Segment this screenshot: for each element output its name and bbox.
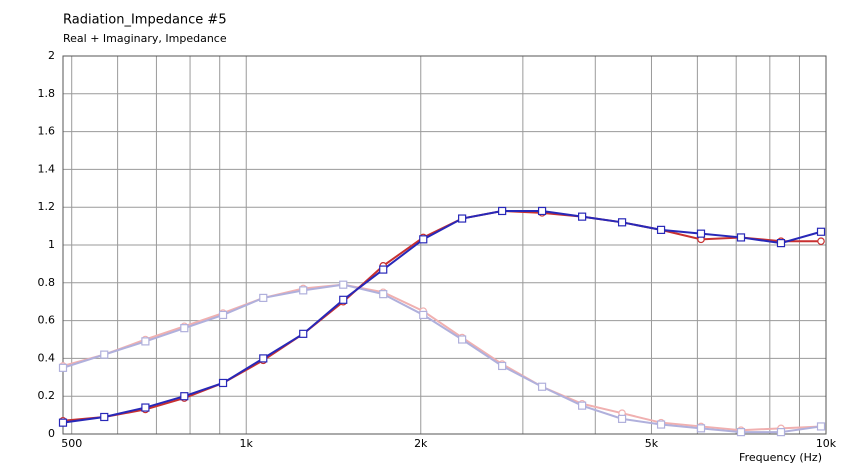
marker [696,229,706,238]
marker [696,424,706,433]
y-tick-label: 1.2 [38,200,56,213]
y-tick-label: 0 [48,427,55,440]
marker [776,239,786,248]
marker [776,428,786,437]
marker [58,363,68,372]
marker [58,418,68,427]
marker [141,403,150,412]
x-tick-label: 500 [61,437,82,450]
marker [379,290,388,299]
marker [379,265,388,274]
chart-subtitle: Real + Imaginary, Impedance [63,32,227,45]
marker [141,337,150,346]
y-tick-label: 0.6 [38,314,56,327]
y-tick-label: 2 [48,49,55,62]
marker [458,335,467,344]
marker [299,329,308,338]
chart-title: Radiation_Impedance #5 [63,13,227,28]
marker [656,420,666,429]
y-tick-label: 0.8 [38,276,56,289]
y-tick-label: 1 [48,238,55,251]
marker [339,295,348,304]
x-tick-label: 10k [816,437,837,450]
marker [259,354,268,363]
y-tick-label: 0.2 [38,389,56,402]
series-line [62,283,822,434]
x-tick-label: 2k [414,437,428,450]
marker [100,350,109,359]
marker [498,206,507,216]
marker [419,235,428,244]
marker [537,382,547,391]
marker [736,233,746,242]
marker [180,392,189,401]
y-tick-label: 1.6 [38,125,56,138]
marker [419,310,428,320]
y-tick-label: 1.8 [38,87,56,100]
marker [578,212,587,221]
marker [537,206,547,216]
marker [458,214,467,223]
marker [339,280,348,289]
marker [299,286,308,295]
marker [816,227,826,236]
x-axis-label: Frequency (Hz) [739,451,822,464]
series-line [62,283,822,432]
y-tick-label: 0.4 [38,351,56,364]
marker [100,412,109,422]
marker [617,414,627,423]
plot-border [62,55,827,435]
marker [816,422,826,431]
series-line [62,209,822,424]
marker [498,361,507,371]
marker [218,378,228,388]
marker [656,225,666,234]
marker [617,218,627,227]
x-tick-label: 5k [645,437,659,450]
marker [736,428,746,437]
marker [218,310,228,320]
marker [578,401,587,410]
x-tick-label: 1k [240,437,254,450]
marker [180,324,189,333]
marker [817,237,825,246]
marker [259,293,268,303]
y-tick-label: 1.4 [38,162,56,175]
